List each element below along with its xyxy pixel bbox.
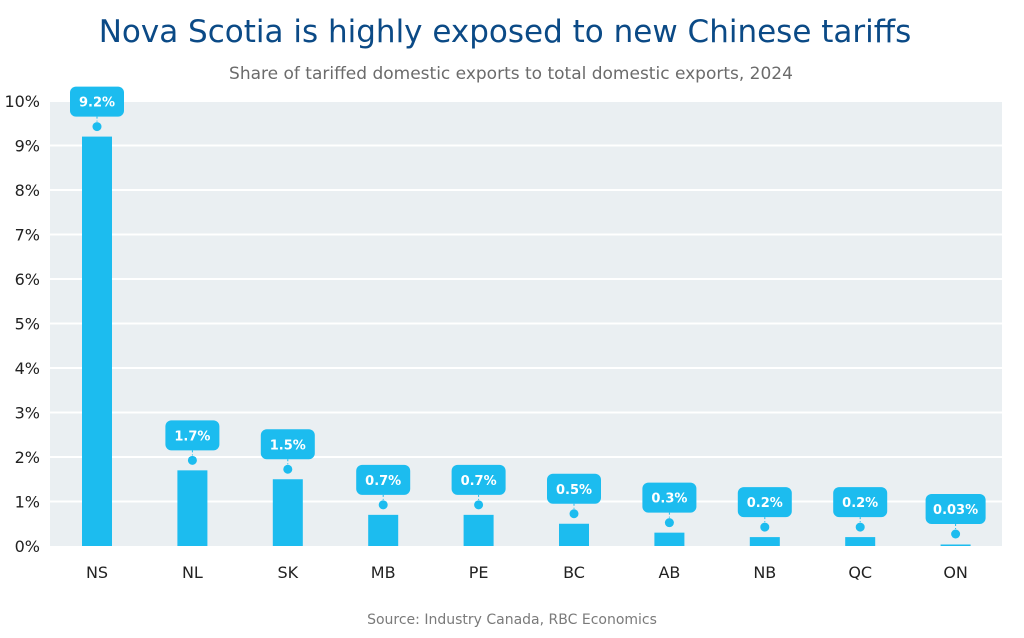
bar: [845, 537, 876, 546]
data-point-marker: [378, 500, 388, 510]
bar: [177, 470, 208, 546]
chart-subtitle: Share of tariffed domestic exports to to…: [229, 64, 793, 84]
data-label-box: [547, 473, 601, 504]
data-point-marker: [951, 529, 961, 539]
data-point-marker: [569, 509, 579, 519]
x-tick-label: AB: [658, 563, 680, 582]
bar: [82, 136, 112, 546]
chart-title: Nova Scotia is highly exposed to new Chi…: [98, 14, 912, 50]
bar: [559, 523, 589, 546]
data-label: 0.2%: [842, 496, 878, 511]
x-tick-label: SK: [277, 563, 298, 582]
x-tick-label: NL: [182, 563, 203, 582]
data-point-marker: [474, 500, 484, 510]
data-point-marker: [760, 522, 770, 532]
y-tick-label: 2%: [15, 448, 40, 467]
y-tick-label: 5%: [15, 315, 40, 334]
data-label-box: [165, 420, 220, 451]
data-label: 0.3%: [651, 492, 687, 507]
y-tick-label: 3%: [15, 404, 40, 423]
y-tick-label: 1%: [15, 493, 40, 512]
data-label-box: [925, 494, 986, 524]
x-tick-label: QC: [848, 563, 872, 582]
x-tick-label: ON: [943, 563, 968, 582]
data-label: 0.7%: [461, 474, 497, 489]
bar: [749, 537, 780, 546]
y-tick-label: 0%: [15, 537, 40, 556]
data-label: 0.7%: [365, 474, 401, 489]
bar: [368, 514, 399, 546]
y-tick-label: 4%: [15, 359, 40, 378]
data-label-box: [642, 482, 697, 513]
x-tick-label: BC: [563, 563, 585, 582]
data-point-marker: [283, 464, 293, 474]
x-tick-label: NB: [753, 563, 776, 582]
data-label-box: [737, 487, 792, 518]
y-tick-label: 9%: [15, 137, 40, 156]
data-label: 0.03%: [933, 503, 978, 518]
bar: [272, 479, 303, 546]
x-tick-label: PE: [469, 563, 489, 582]
bar: [654, 532, 685, 546]
data-label: 0.2%: [747, 496, 783, 511]
data-point-marker: [92, 122, 102, 132]
data-label: 1.7%: [174, 429, 210, 444]
data-point-marker: [855, 522, 865, 532]
data-label-box: [70, 86, 124, 117]
data-point-marker: [187, 455, 197, 465]
bar: [940, 544, 971, 546]
data-label: 1.5%: [270, 438, 306, 453]
data-label-box: [451, 464, 506, 495]
bar: [463, 514, 494, 546]
y-tick-label: 10%: [4, 92, 40, 111]
source-note: Source: Industry Canada, RBC Economics: [367, 612, 657, 628]
y-tick-label: 6%: [15, 270, 40, 289]
y-tick-label: 8%: [15, 181, 40, 200]
data-point-marker: [664, 518, 674, 528]
data-label-box: [833, 487, 888, 518]
x-tick-label: MB: [371, 563, 396, 582]
x-tick-label: NS: [86, 563, 108, 582]
data-label-box: [260, 429, 315, 460]
data-label: 0.5%: [556, 483, 592, 498]
data-label: 9.2%: [79, 96, 115, 111]
data-label-box: [356, 464, 411, 495]
y-tick-label: 7%: [15, 226, 40, 245]
